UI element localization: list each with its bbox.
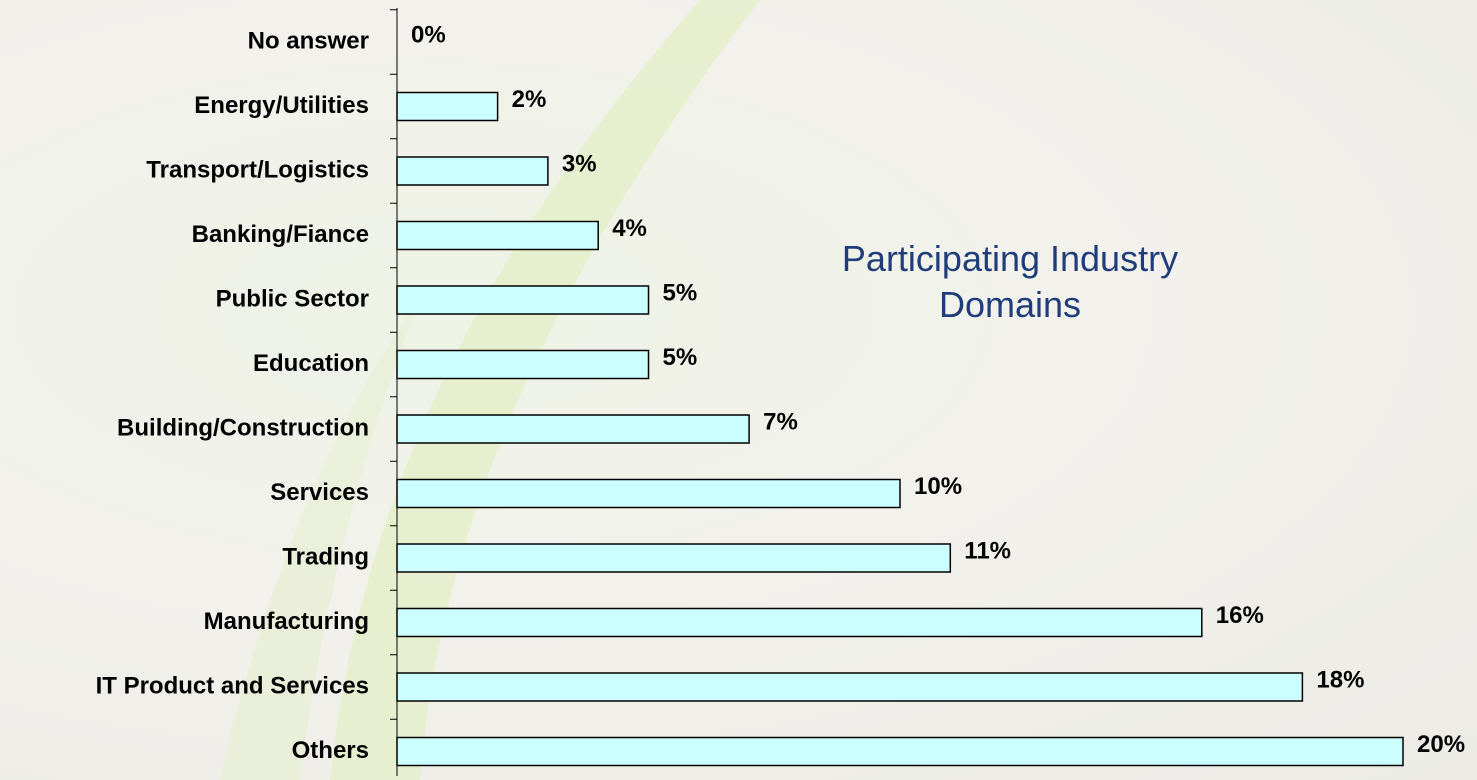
y-tick-label: Transport/Logistics xyxy=(146,156,369,183)
value-label: 0% xyxy=(411,21,446,48)
bar xyxy=(396,672,1304,702)
bar xyxy=(396,607,1203,638)
bar xyxy=(396,478,901,509)
bar xyxy=(396,91,499,122)
value-label: 4% xyxy=(612,215,647,242)
y-tick-label: Education xyxy=(253,350,369,377)
bar xyxy=(396,349,650,380)
y-tick-label: Banking/Fiance xyxy=(192,221,369,248)
value-label: 7% xyxy=(763,408,798,435)
bar xyxy=(396,414,750,444)
y-tick-label: Building/Construction xyxy=(117,414,369,441)
bar xyxy=(396,736,1404,767)
y-tick-label: Energy/Utilities xyxy=(194,92,369,119)
value-label: 3% xyxy=(562,150,597,177)
y-tick-label: Others xyxy=(292,737,369,764)
value-label: 5% xyxy=(663,344,698,371)
y-tick-label: IT Product and Services xyxy=(96,672,369,699)
value-label: 2% xyxy=(512,86,547,113)
value-label: 5% xyxy=(663,279,698,306)
y-tick-label: Services xyxy=(270,479,369,506)
y-tick-label: Manufacturing xyxy=(204,608,369,635)
chart-title: Participating Industry Domains xyxy=(841,238,1179,325)
value-label: 18% xyxy=(1316,666,1364,693)
value-label: 16% xyxy=(1216,602,1264,629)
y-tick-label: No answer xyxy=(248,27,369,54)
value-label: 20% xyxy=(1417,731,1465,758)
bar xyxy=(396,285,650,315)
value-label: 10% xyxy=(914,473,962,500)
y-tick-label: Public Sector xyxy=(216,285,369,312)
bar xyxy=(396,156,549,186)
bar xyxy=(396,543,952,573)
bar xyxy=(396,220,599,251)
value-label: 11% xyxy=(964,537,1011,564)
y-tick-label: Trading xyxy=(282,543,369,570)
